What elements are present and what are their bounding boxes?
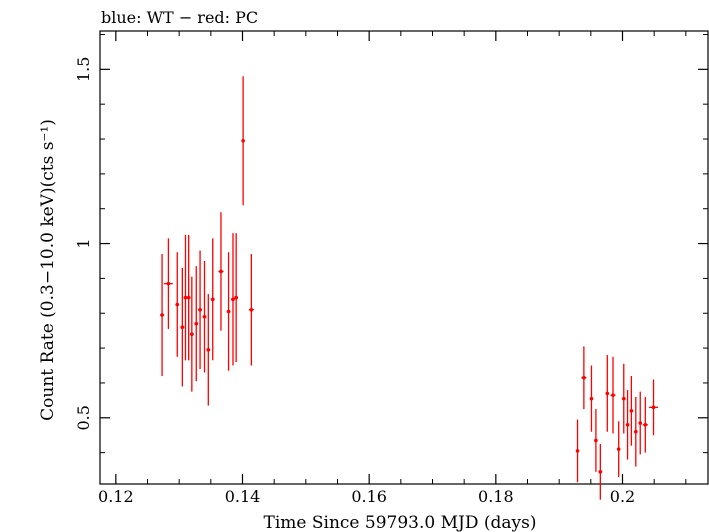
point-marker (160, 313, 164, 317)
point-marker (231, 297, 235, 302)
point-marker (234, 295, 238, 300)
data-point (638, 391, 643, 455)
point-marker (198, 307, 202, 312)
point-marker (582, 375, 586, 380)
data-point (605, 355, 610, 432)
data-point (629, 375, 634, 446)
data-point (175, 252, 180, 357)
x-tick-label-4: 0.2 (610, 487, 635, 506)
data-point (194, 266, 199, 382)
point-marker (643, 422, 648, 427)
data-point (625, 389, 630, 460)
data-point (234, 233, 239, 363)
point-marker (166, 281, 171, 286)
point-marker (638, 421, 643, 425)
data-point (180, 267, 185, 387)
data-points (160, 76, 658, 500)
data-point (594, 409, 598, 472)
data-point (616, 421, 621, 478)
data-point (649, 379, 658, 436)
data-point (186, 234, 191, 361)
point-marker (575, 449, 580, 453)
x-axis-title: Time Since 59793.0 MJD (days) (264, 513, 537, 532)
y-tick-label-0: 0.5 (74, 405, 93, 430)
y-tick-label-1: 1 (74, 238, 93, 248)
data-point (610, 356, 616, 434)
data-point (231, 233, 235, 366)
point-marker (651, 405, 656, 410)
point-marker (190, 332, 194, 336)
point-marker (249, 307, 254, 312)
x-tick-label-0: 0.12 (98, 487, 134, 506)
point-marker (625, 422, 630, 427)
point-marker (611, 393, 615, 397)
y-tick-label-2: 1.5 (74, 57, 93, 82)
chart-title: blue: WT − red: PC (101, 8, 258, 27)
data-point (241, 76, 245, 206)
point-marker (605, 391, 610, 396)
point-marker (629, 409, 634, 413)
point-marker (180, 325, 185, 329)
plot-frame (99, 30, 709, 485)
data-point (202, 260, 207, 373)
point-marker (202, 314, 207, 319)
x-tick-label-1: 0.14 (225, 487, 261, 506)
data-point (634, 396, 638, 467)
point-marker (594, 438, 598, 443)
data-point (226, 252, 231, 371)
data-point (183, 234, 188, 361)
data-point (210, 238, 215, 361)
point-marker (589, 396, 594, 401)
point-marker (183, 295, 188, 300)
data-point (575, 419, 580, 483)
point-marker (206, 348, 211, 352)
point-marker (210, 297, 215, 302)
y-axis: 0.5 1 1.5 (74, 33, 708, 454)
data-point (163, 238, 173, 329)
data-point (581, 346, 587, 410)
point-marker (621, 396, 626, 401)
point-marker (241, 138, 245, 143)
x-tick-label-3: 0.18 (478, 487, 514, 506)
data-point (160, 254, 164, 376)
point-marker (598, 470, 603, 474)
point-marker (226, 309, 231, 314)
point-marker (175, 302, 180, 307)
data-point (598, 443, 603, 500)
data-point (206, 294, 211, 406)
point-marker (186, 295, 191, 300)
data-point (198, 250, 202, 370)
point-marker (634, 429, 638, 434)
point-marker (616, 447, 621, 451)
data-point (218, 212, 224, 331)
data-point (642, 396, 648, 453)
data-point (621, 363, 626, 434)
point-marker (219, 269, 223, 274)
y-axis-title: Count Rate (0.3−10.0 keV)(cts s⁻¹) (38, 119, 58, 421)
x-axis: 0.12 0.14 0.16 0.18 0.2 (98, 31, 687, 506)
data-point (248, 254, 254, 366)
data-point (189, 276, 194, 392)
data-point (589, 365, 594, 432)
point-marker (194, 321, 199, 326)
x-tick-label-2: 0.16 (351, 487, 387, 506)
